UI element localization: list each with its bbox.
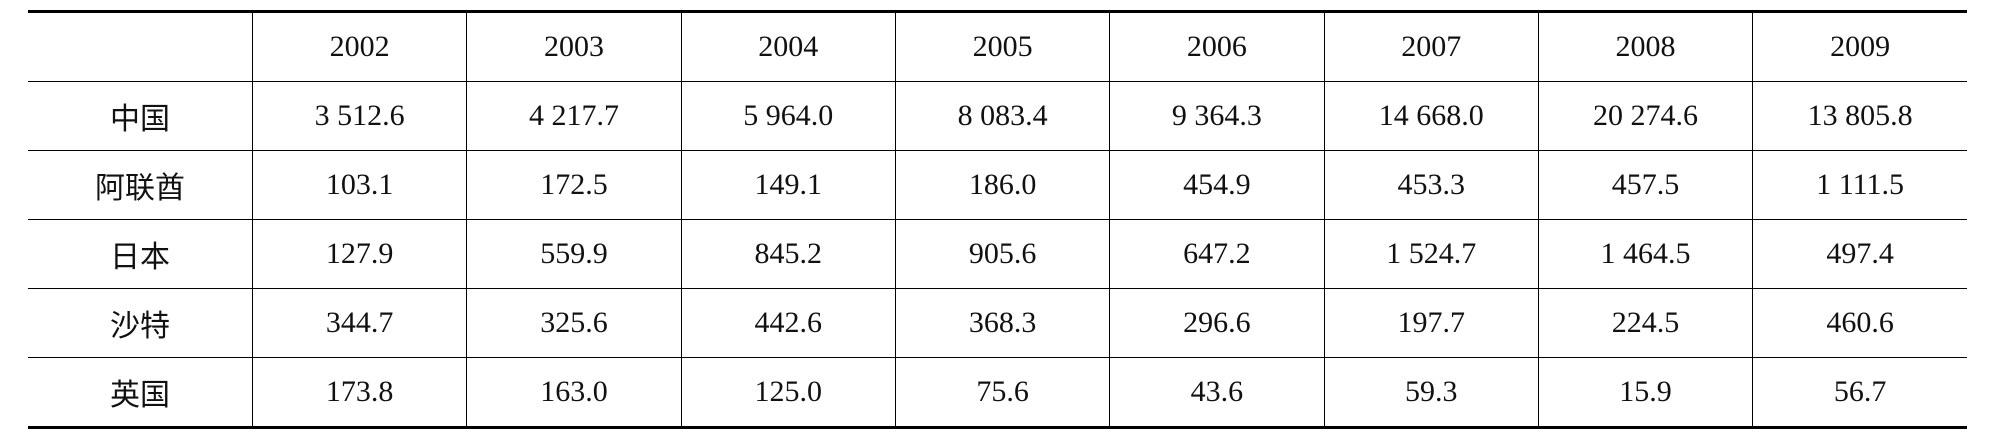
value-cell: 1 464.5: [1537, 219, 1753, 289]
value-cell: 20 274.6: [1537, 81, 1753, 151]
value-cell: 197.7: [1323, 288, 1539, 358]
value-cell: 454.9: [1109, 150, 1325, 220]
table-body: 2002 2003 2004 2005 2006 2007 2008 2009 中国 3 512.…: [28, 11, 1967, 428]
value-cell: 3 512.6: [251, 81, 467, 151]
value-cell: 186.0: [894, 150, 1110, 220]
value-cell: 59.3: [1323, 357, 1539, 428]
value-cell: 497.4: [1752, 219, 1967, 289]
value-cell: 43.6: [1109, 357, 1325, 428]
value-cell: 5 964.0: [680, 81, 896, 151]
value-cell: 453.3: [1323, 150, 1539, 220]
value-cell: 149.1: [680, 150, 896, 220]
value-cell: 647.2: [1109, 219, 1325, 289]
value-cell: 1 524.7: [1323, 219, 1539, 289]
value-cell: 127.9: [251, 219, 467, 289]
value-cell: 344.7: [251, 288, 467, 358]
row-label: 阿联酋: [28, 150, 253, 220]
value-cell: 125.0: [680, 357, 896, 428]
value-cell: 457.5: [1537, 150, 1753, 220]
data-table: 2002 2003 2004 2005 2006 2007 2008 2009 中国 3 512.…: [28, 10, 1967, 429]
table-wrapper: 2002 2003 2004 2005 2006 2007 2008 2009 中国 3 512.…: [28, 10, 1967, 429]
header-cell: 2002: [251, 11, 467, 82]
corner-cell: [28, 12, 253, 82]
row-label: 中国: [28, 81, 253, 151]
value-cell: 14 668.0: [1323, 81, 1539, 151]
header-cell: 2009: [1752, 11, 1967, 82]
value-cell: 325.6: [466, 288, 682, 358]
header-cell: 2007: [1323, 11, 1539, 82]
value-cell: 56.7: [1752, 357, 1967, 428]
header-cell: 2005: [894, 11, 1110, 82]
header-cell: 2004: [680, 11, 896, 82]
table-row: 日本 127.9 559.9 845.2 905.6 647.2 1 524.7 1 464.…: [28, 219, 1967, 289]
table-row: 英国 173.8 163.0 125.0 75.6 43.6 59.3 15.9 56.7: [28, 357, 1967, 428]
row-label: 英国: [28, 357, 253, 428]
value-cell: 905.6: [894, 219, 1110, 289]
value-cell: 368.3: [894, 288, 1110, 358]
table-row: 阿联酋 103.1 172.5 149.1 186.0 454.9 453.3 457.5 1 …: [28, 150, 1967, 220]
value-cell: 4 217.7: [466, 81, 682, 151]
header-cell: 2003: [466, 11, 682, 82]
value-cell: 442.6: [680, 288, 896, 358]
value-cell: 1 111.5: [1752, 150, 1967, 220]
header-row: 2002 2003 2004 2005 2006 2007 2008 2009: [28, 11, 1967, 82]
value-cell: 460.6: [1752, 288, 1967, 358]
row-label: 日本: [28, 219, 253, 289]
value-cell: 163.0: [466, 357, 682, 428]
value-cell: 9 364.3: [1109, 81, 1325, 151]
value-cell: 845.2: [680, 219, 896, 289]
table-row: 中国 3 512.6 4 217.7 5 964.0 8 083.4 9 364.3 14 …: [28, 81, 1967, 151]
header-cell: 2006: [1109, 11, 1325, 82]
header-cell: 2008: [1537, 11, 1753, 82]
value-cell: 15.9: [1537, 357, 1753, 428]
value-cell: 103.1: [251, 150, 467, 220]
value-cell: 172.5: [466, 150, 682, 220]
value-cell: 13 805.8: [1752, 81, 1967, 151]
value-cell: 296.6: [1109, 288, 1325, 358]
table-row: 沙特 344.7 325.6 442.6 368.3 296.6 197.7 224.5 460…: [28, 288, 1967, 358]
value-cell: 75.6: [894, 357, 1110, 428]
value-cell: 559.9: [466, 219, 682, 289]
value-cell: 173.8: [251, 357, 467, 428]
row-label: 沙特: [28, 288, 253, 358]
value-cell: 8 083.4: [894, 81, 1110, 151]
value-cell: 224.5: [1537, 288, 1753, 358]
